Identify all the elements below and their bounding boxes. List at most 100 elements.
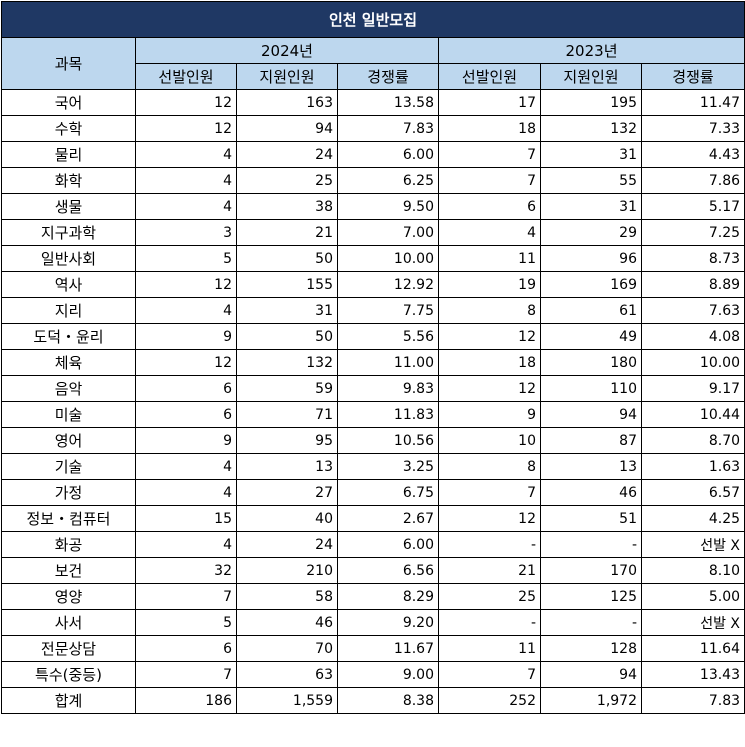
- selected-2024-cell: 6: [135, 401, 237, 428]
- subject-cell: 음악: [1, 375, 136, 402]
- subject-cell: 역사: [1, 271, 136, 298]
- ratio-2024-cell: 5.56: [337, 323, 439, 350]
- col-header-selected-2023: 선발인원: [438, 63, 541, 90]
- subject-cell: 생물: [1, 193, 136, 220]
- ratio-2023-cell: 4.43: [640, 141, 745, 168]
- subject-cell: 지구과학: [1, 219, 136, 246]
- table-row: 화학 4 25 6.25 7 55 7.86: [1, 167, 745, 194]
- table-row: 물리 4 24 6.00 7 31 4.43: [1, 141, 745, 168]
- applicants-2024-cell: 95: [236, 427, 338, 454]
- applicants-2023-cell: 170: [540, 557, 642, 584]
- ratio-2023-cell: 11.64: [640, 635, 745, 662]
- table-row: 보건 32 210 6.56 21 170 8.10: [1, 557, 745, 584]
- selected-2023-cell: 12: [438, 375, 541, 402]
- applicants-2023-cell: 31: [540, 141, 642, 168]
- applicants-2023-cell: 128: [540, 635, 642, 662]
- ratio-2024-cell: 6.00: [337, 531, 439, 558]
- selected-2023-cell: 8: [438, 453, 541, 480]
- selected-2024-cell: 32: [135, 557, 237, 584]
- col-header-applicants-2024: 지원인원: [236, 63, 338, 90]
- selected-2023-cell: 18: [438, 349, 541, 376]
- table-title: 인천 일반모집: [0, 1, 745, 38]
- selected-2023-cell: 25: [438, 583, 541, 610]
- selected-2024-cell: 7: [135, 583, 237, 610]
- subject-cell: 국어: [1, 89, 136, 116]
- selected-2024-cell: 12: [135, 89, 237, 116]
- selected-2023-cell: 6: [438, 193, 541, 220]
- table-body: 국어 12 163 13.58 17 195 11.47 수학 12 94 7.83 18 132 7.3…: [1, 89, 745, 714]
- table-row: 지구과학 3 21 7.00 4 29 7.25: [1, 219, 745, 246]
- ratio-2024-cell: 8.29: [337, 583, 439, 610]
- subject-cell: 합계: [1, 687, 136, 714]
- ratio-2023-cell: 11.47: [640, 89, 745, 116]
- selected-2024-cell: 4: [135, 531, 237, 558]
- table-row: 생물 4 38 9.50 6 31 5.17: [1, 193, 745, 220]
- applicants-2024-cell: 40: [236, 505, 338, 532]
- ratio-2024-cell: 8.38: [337, 687, 439, 714]
- selected-2024-cell: 4: [135, 167, 237, 194]
- selected-2024-cell: 4: [135, 193, 237, 220]
- table-row: 음악 6 59 9.83 12 110 9.17: [1, 375, 745, 402]
- table-row: 지리 4 31 7.75 8 61 7.63: [1, 297, 745, 324]
- applicants-2024-cell: 50: [236, 323, 338, 350]
- ratio-2023-cell: 8.70: [640, 427, 745, 454]
- ratio-2024-cell: 9.50: [337, 193, 439, 220]
- selected-2023-cell: 9: [438, 401, 541, 428]
- selected-2023-cell: 252: [438, 687, 541, 714]
- subject-cell: 수학: [1, 115, 136, 142]
- applicants-2023-cell: -: [540, 531, 642, 558]
- ratio-2024-cell: 3.25: [337, 453, 439, 480]
- table-row: 미술 6 71 11.83 9 94 10.44: [1, 401, 745, 428]
- ratio-2024-cell: 13.58: [337, 89, 439, 116]
- col-header-applicants-2023: 지원인원: [540, 63, 642, 90]
- selected-2024-cell: 12: [135, 349, 237, 376]
- applicants-2024-cell: 38: [236, 193, 338, 220]
- selected-2024-cell: 9: [135, 427, 237, 454]
- selected-2023-cell: 7: [438, 479, 541, 506]
- applicants-2023-cell: 55: [540, 167, 642, 194]
- ratio-2023-cell: 1.63: [640, 453, 745, 480]
- applicants-2023-cell: 180: [540, 349, 642, 376]
- subject-cell: 전문상담: [1, 635, 136, 662]
- applicants-2024-cell: 1,559: [236, 687, 338, 714]
- subject-cell: 사서: [1, 609, 136, 636]
- applicants-2024-cell: 13: [236, 453, 338, 480]
- subject-cell: 영양: [1, 583, 136, 610]
- table-row: 정보・컴퓨터 15 40 2.67 12 51 4.25: [1, 505, 745, 532]
- selected-2024-cell: 5: [135, 245, 237, 272]
- applicants-2024-cell: 46: [236, 609, 338, 636]
- subject-cell: 화학: [1, 167, 136, 194]
- subject-cell: 기술: [1, 453, 136, 480]
- applicants-2023-cell: 132: [540, 115, 642, 142]
- ratio-2023-cell: 7.83: [640, 687, 745, 714]
- selected-2023-cell: 10: [438, 427, 541, 454]
- applicants-2023-cell: 46: [540, 479, 642, 506]
- selected-2023-cell: 7: [438, 141, 541, 168]
- selected-2024-cell: 4: [135, 479, 237, 506]
- selected-2023-cell: 19: [438, 271, 541, 298]
- selected-2023-cell: 8: [438, 297, 541, 324]
- table-row: 화공 4 24 6.00- - 선발 X: [1, 531, 745, 558]
- ratio-2024-cell: 11.83: [337, 401, 439, 428]
- selected-2024-cell: 4: [135, 453, 237, 480]
- ratio-2023-cell: 8.73: [640, 245, 745, 272]
- ratio-2023-cell: 6.57: [640, 479, 745, 506]
- ratio-2024-cell: 9.83: [337, 375, 439, 402]
- ratio-2023-cell: 4.25: [640, 505, 745, 532]
- ratio-2023-cell: 10.00: [640, 349, 745, 376]
- ratio-2023-cell: 7.33: [640, 115, 745, 142]
- ratio-2023-cell: 9.17: [640, 375, 745, 402]
- ratio-2023-cell: 5.17: [640, 193, 745, 220]
- applicants-2024-cell: 31: [236, 297, 338, 324]
- ratio-2024-cell: 7.83: [337, 115, 439, 142]
- applicants-2024-cell: 24: [236, 141, 338, 168]
- applicants-2024-cell: 50: [236, 245, 338, 272]
- selected-2024-cell: 6: [135, 375, 237, 402]
- ratio-2024-cell: 11.67: [337, 635, 439, 662]
- ratio-2024-cell: 9.20: [337, 609, 439, 636]
- selected-2024-cell: 186: [135, 687, 237, 714]
- applicants-2023-cell: 61: [540, 297, 642, 324]
- selected-2024-cell: 7: [135, 661, 237, 688]
- ratio-2023-cell: 7.25: [640, 219, 745, 246]
- selected-2024-cell: 4: [135, 297, 237, 324]
